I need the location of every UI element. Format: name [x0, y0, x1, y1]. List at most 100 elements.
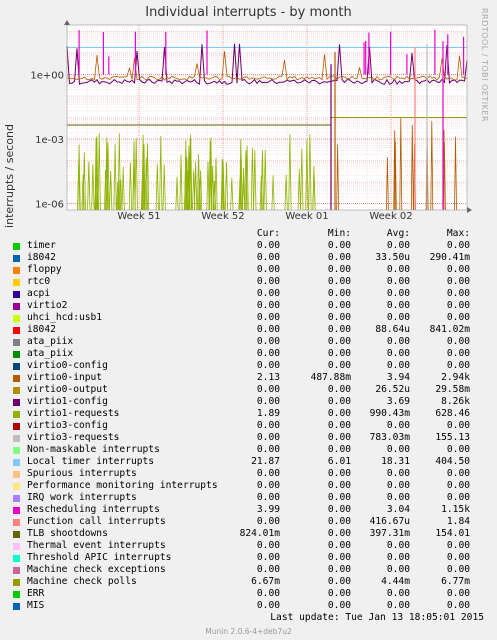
col-header-avg: Avg: — [386, 228, 410, 239]
series-spike-virtio1-requests — [260, 150, 264, 211]
series-spike-virtio1-requests — [159, 135, 163, 211]
legend-value-max: 841.02m — [429, 324, 470, 335]
legend-label: ata_piix — [27, 336, 74, 347]
x-tick-label: Week 02 — [369, 211, 412, 222]
legend-value-max: 0.00 — [446, 336, 470, 347]
legend-label: Machine check exceptions — [27, 564, 166, 575]
series-spike-virtio0-input — [410, 124, 414, 211]
x-axis-arrow — [467, 207, 472, 213]
legend-label: Non-maskable interrupts — [27, 444, 160, 455]
legend-value-max: 154.01 — [435, 528, 470, 539]
legend-value-max: 0.00 — [446, 348, 470, 359]
legend-value-avg: 26.52u — [375, 384, 410, 395]
series-line-virtio1-config — [66, 43, 468, 85]
series-spike-virtio1-requests — [221, 161, 225, 211]
legend-value-max: 0.00 — [446, 492, 470, 503]
series-spike-virtio1-requests — [244, 149, 248, 211]
legend-value-cur: 0.00 — [256, 300, 280, 311]
series-spike-virtio1-requests — [245, 145, 249, 211]
legend-value-cur: 0.00 — [256, 444, 280, 455]
legend-value-max: 0.00 — [446, 444, 470, 455]
legend-value-min: 6.01 — [327, 456, 351, 467]
legend-value-avg: 88.64u — [375, 324, 410, 335]
series-spike-virtio1-requests — [142, 144, 146, 211]
series-spike-virtio0-input — [386, 157, 389, 211]
legend-value-cur: 0.00 — [256, 480, 280, 491]
legend-value-max: 0.00 — [446, 468, 470, 479]
legend-value-cur: 0.00 — [256, 492, 280, 503]
series-spike-virtio1-requests — [211, 165, 215, 211]
series-spike-virtio0-input — [393, 141, 397, 211]
series-spike-virtio1-requests — [109, 170, 113, 211]
legend-value-cur: 0.00 — [256, 588, 280, 599]
series-spike-virtio1-requests — [300, 148, 304, 211]
legend-value-avg: 0.00 — [386, 552, 410, 563]
legend-value-min: 0.00 — [327, 348, 351, 359]
legend-value-cur: 21.87 — [251, 456, 280, 467]
legend-value-cur: 0.00 — [256, 264, 280, 275]
legend-swatch — [13, 423, 20, 430]
legend-swatch — [13, 555, 20, 562]
series-spike-virtio1-requests — [199, 170, 203, 211]
legend-value-avg: 3.69 — [386, 396, 410, 407]
series-spike-virtio1-requests — [144, 157, 148, 211]
legend-value-min: 0.00 — [327, 444, 351, 455]
legend-swatch — [13, 351, 20, 358]
legend-value-max: 2.94k — [441, 372, 470, 383]
series-spike-virtio1-requests — [113, 143, 117, 211]
series-spike-virtio1-requests — [189, 134, 193, 211]
legend-swatch — [13, 531, 20, 538]
legend-value-cur: 0.00 — [256, 324, 280, 335]
legend-value-min: 0.00 — [327, 432, 351, 443]
legend-label: Performance monitoring interrupts — [27, 480, 218, 491]
legend-swatch — [13, 363, 20, 370]
legend-value-avg: 0.00 — [386, 360, 410, 371]
legend-value-max: 0.00 — [446, 360, 470, 371]
legend-swatch — [13, 579, 20, 586]
series-spike-virtio1-requests — [308, 133, 312, 211]
series-spike-virtio0-input — [430, 121, 434, 211]
legend-value-min: 0.00 — [327, 516, 351, 527]
series-spike-virtio1-requests — [87, 161, 91, 211]
series-spike-virtio1-requests — [259, 175, 263, 211]
series-spike-virtio1-requests — [250, 147, 254, 211]
legend-value-cur: 2.13 — [256, 372, 280, 383]
rrdtool-credit: RRDTOOL / TOBI OETIKER — [480, 8, 489, 123]
legend-value-min: 0.00 — [327, 492, 351, 503]
legend-value-min: 0.00 — [327, 588, 351, 599]
legend-value-avg: 33.50u — [375, 252, 410, 263]
legend-value-avg: 0.00 — [386, 588, 410, 599]
legend-value-max: 0.00 — [446, 276, 470, 287]
legend-value-cur: 0.00 — [256, 384, 280, 395]
y-tick-label: 1e+00 — [30, 70, 64, 81]
series-spike-virtio1-requests — [121, 166, 125, 211]
x-tick-label: Week 51 — [117, 211, 160, 222]
legend-label: MIS — [27, 600, 45, 611]
legend-value-min: 0.00 — [327, 288, 351, 299]
legend-swatch — [13, 495, 20, 502]
legend-value-avg: 0.00 — [386, 468, 410, 479]
series-spike-virtio1-requests — [155, 164, 159, 211]
legend-value-max: 155.13 — [435, 432, 470, 443]
legend-value-min: 0.00 — [327, 240, 351, 251]
series-spike-virtio1-requests — [284, 174, 288, 211]
legend-value-max: 29.58m — [435, 384, 470, 395]
series-spike-virtio1-requests — [82, 152, 86, 211]
legend-value-avg: 0.00 — [386, 480, 410, 491]
legend-swatch — [13, 303, 20, 310]
y-tick-label: 1e-03 — [35, 135, 64, 146]
legend-label: rtc0 — [27, 276, 51, 287]
legend-value-max: 0.00 — [446, 564, 470, 575]
legend-value-max: 8.26k — [441, 396, 470, 407]
legend-swatch — [13, 327, 20, 334]
legend-value-cur: 1.89 — [256, 408, 280, 419]
legend-value-avg: 0.00 — [386, 564, 410, 575]
series-spike-virtio1-requests — [288, 134, 292, 211]
legend-swatch — [13, 603, 20, 610]
legend-value-cur: 0.00 — [256, 252, 280, 263]
legend-value-min: 0.00 — [327, 552, 351, 563]
series-spike-virtio1-requests — [81, 174, 85, 211]
legend-swatch — [13, 243, 20, 250]
legend-value-max: 0.00 — [446, 264, 470, 275]
legend-value-cur: 0.00 — [256, 516, 280, 527]
